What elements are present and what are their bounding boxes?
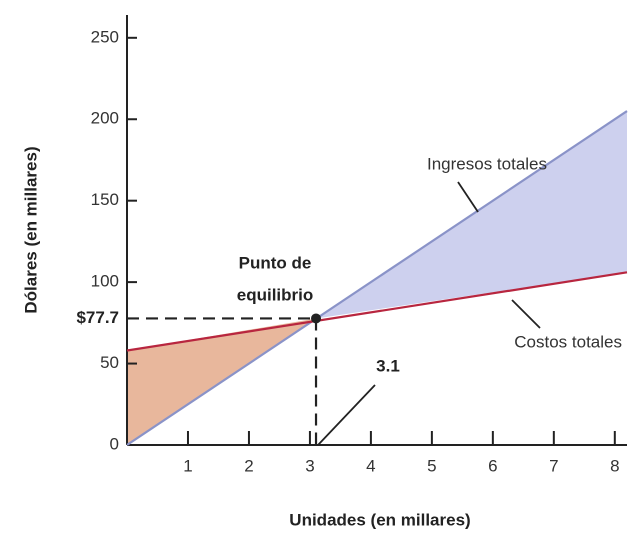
x-tick-label: 5 xyxy=(427,456,436,475)
x-tick-label: 6 xyxy=(488,456,497,475)
y-tick-label: 200 xyxy=(91,109,119,128)
break-even-label: equilibrio xyxy=(237,285,314,304)
series-line xyxy=(126,110,628,446)
series-line xyxy=(126,271,628,352)
x-tick-label: 1 xyxy=(183,456,192,475)
break-even-x-label: 3.1 xyxy=(376,356,400,375)
break-even-point xyxy=(311,313,322,324)
x-tick-label: 7 xyxy=(549,456,558,475)
y-tick-label: 100 xyxy=(91,272,119,291)
y-tick-label: 50 xyxy=(100,353,119,372)
break-even-y-label: $77.7 xyxy=(76,308,119,327)
x-tick-label: 8 xyxy=(610,456,619,475)
leader-line xyxy=(511,299,541,329)
x-axis-label: Unidades (en millares) xyxy=(289,510,470,529)
y-tick-label: 250 xyxy=(91,27,119,46)
x-tick-label: 4 xyxy=(366,456,375,475)
x-tick-label: 2 xyxy=(244,456,253,475)
y-tick-label: 0 xyxy=(110,434,119,453)
y-axis-label: Dólares (en millares) xyxy=(21,146,40,313)
y-tick-label: 150 xyxy=(91,190,119,209)
leader-line xyxy=(457,181,479,213)
break-even-label: Punto de xyxy=(239,253,312,272)
x-tick-label: 3 xyxy=(305,456,314,475)
series-label: Ingresos totales xyxy=(427,154,547,173)
leader-line xyxy=(317,384,376,446)
series-label: Costos totales xyxy=(514,332,622,351)
